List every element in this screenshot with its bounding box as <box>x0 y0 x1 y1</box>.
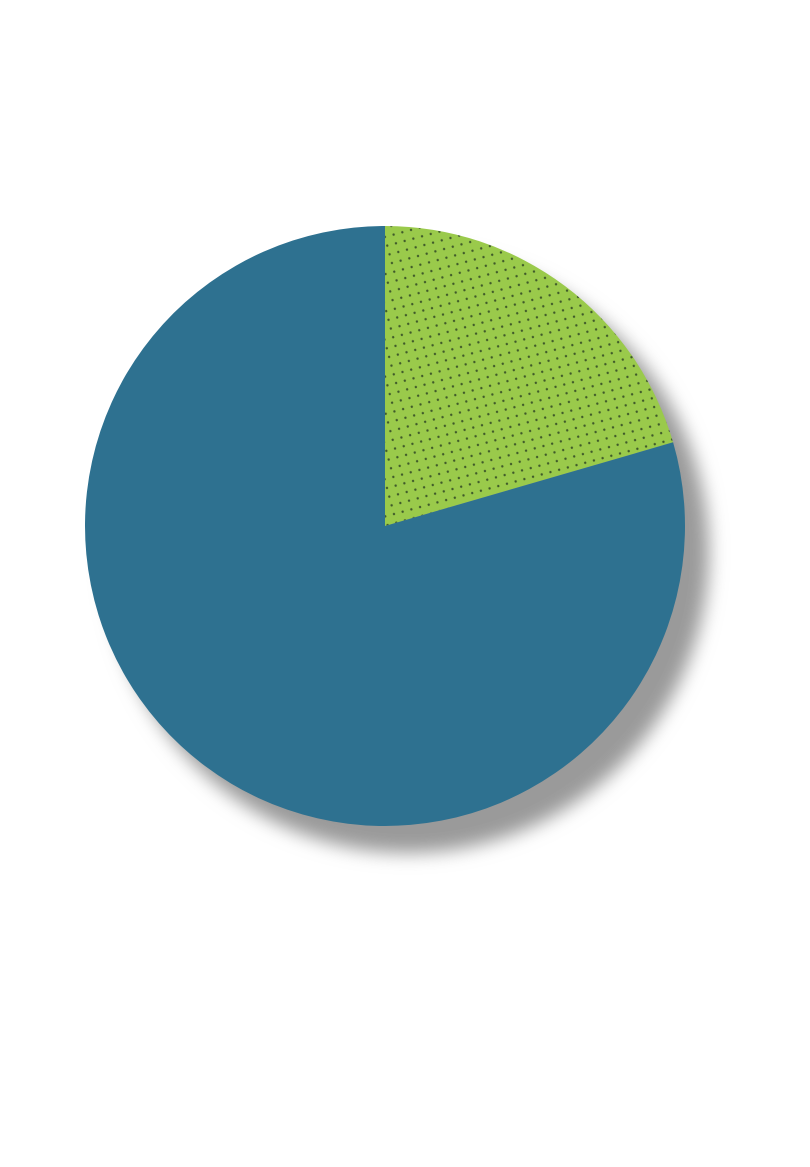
pie-slice-1 <box>385 226 674 526</box>
pie-slice-2 <box>84 226 686 826</box>
pie-slices <box>84 226 686 826</box>
